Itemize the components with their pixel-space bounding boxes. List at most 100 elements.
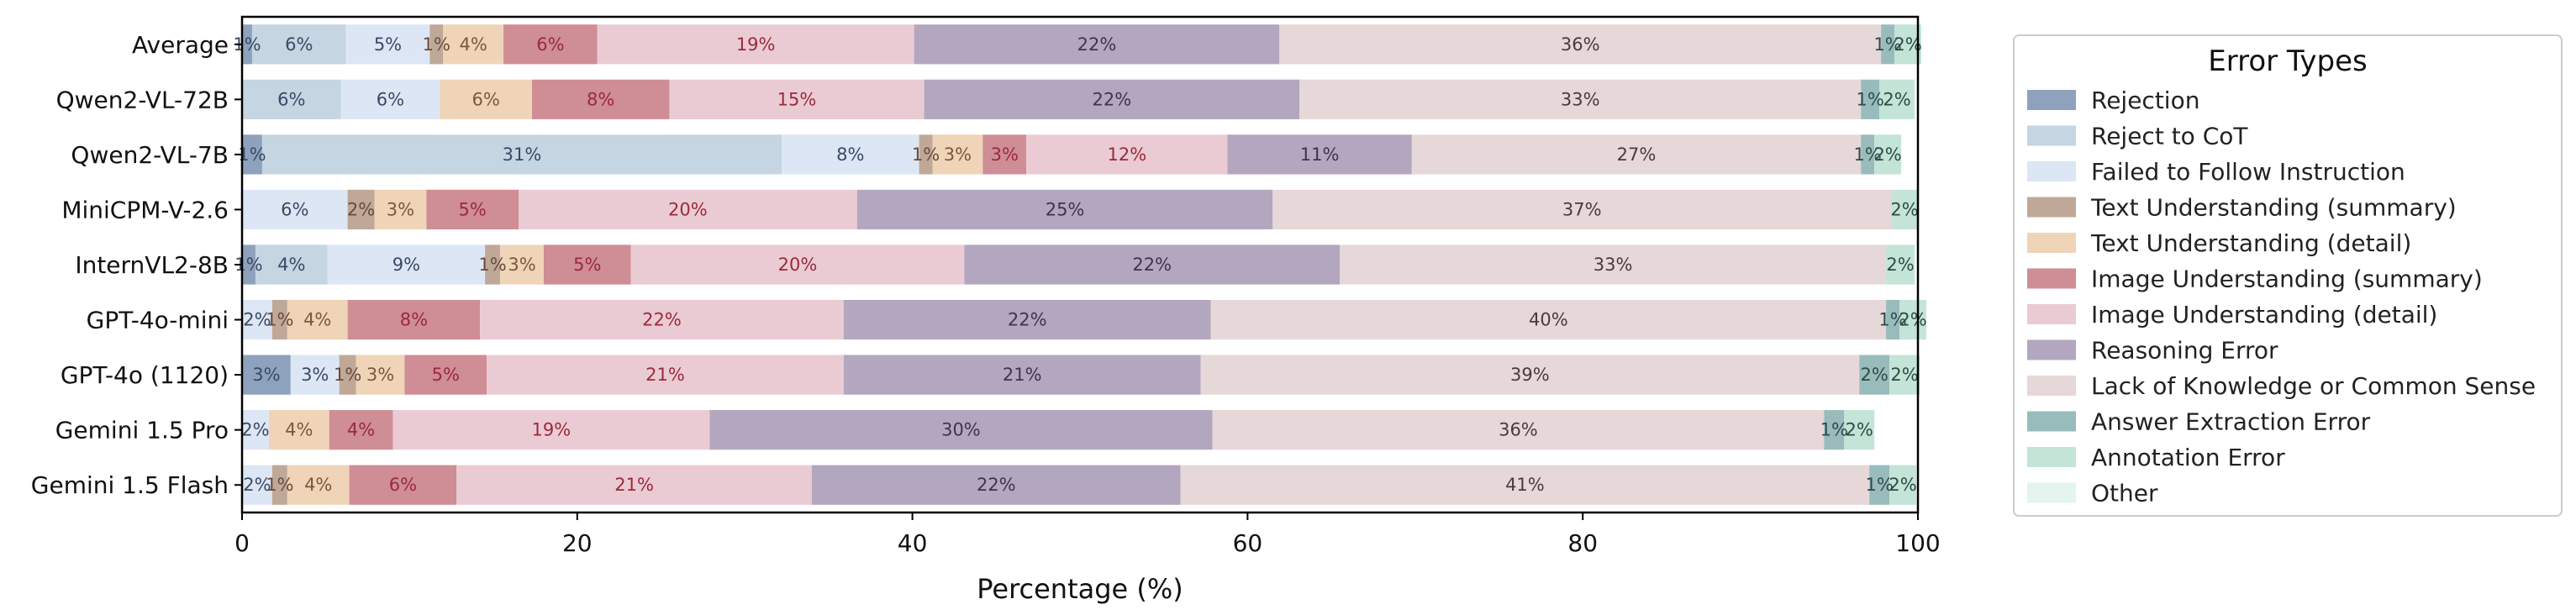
segment-label: 8% (836, 145, 864, 165)
legend-swatch (2027, 161, 2076, 181)
category-label: Gemini 1.5 Flash (31, 471, 229, 499)
segment-label: 1% (1820, 420, 1848, 440)
segment-label: 30% (941, 420, 981, 440)
category-label: Average (132, 31, 229, 59)
segment-label: 25% (1046, 199, 1085, 219)
bar-segment (531, 79, 670, 119)
segment-label: 2% (1883, 89, 1910, 109)
segment-label: 2% (1889, 475, 1916, 495)
segment-label: 12% (1107, 145, 1146, 165)
bar-segment (242, 355, 291, 395)
segment-label: 8% (587, 89, 614, 109)
bar-segment (271, 465, 287, 505)
segment-label: 33% (1561, 89, 1600, 109)
bar-segment (1844, 410, 1875, 450)
bar-segment (374, 189, 427, 230)
x-tick-label: 20 (562, 529, 593, 557)
segment-label: 22% (1132, 255, 1172, 275)
bar-segment (1227, 134, 1412, 175)
bar-segment (669, 79, 925, 119)
bar-segment (914, 24, 1280, 65)
segment-label: 1% (1865, 475, 1893, 495)
bar-segment (1879, 79, 1915, 119)
bar-segment (404, 355, 487, 395)
legend-label: Failed to Follow Instruction (2091, 158, 2405, 186)
bar-segment (1200, 355, 1860, 395)
segment-label: 6% (389, 475, 417, 495)
bar-segment (1299, 79, 1862, 119)
bar-segment (1886, 244, 1915, 285)
legend-box (2013, 34, 2563, 517)
segment-label: 8% (400, 310, 428, 330)
segment-label: 4% (277, 255, 305, 275)
bar-segment (440, 79, 532, 119)
bar-segment (1026, 134, 1228, 175)
bar-segment (1180, 465, 1870, 505)
segment-label: 33% (1594, 255, 1633, 275)
legend-label: Lack of Knowledge or Common Sense (2091, 372, 2536, 400)
legend-swatch (2027, 268, 2076, 289)
bar-segment (924, 79, 1300, 119)
segment-label: 15% (777, 89, 817, 109)
segment-label: 1% (1854, 145, 1882, 165)
segment-label: 2% (1890, 199, 1918, 219)
bar-segment (487, 355, 844, 395)
bar-segment (242, 465, 272, 505)
bar-segment (268, 410, 329, 450)
bar-segment (964, 244, 1341, 285)
bar-segment (290, 355, 340, 395)
bar-segment (1889, 355, 1920, 395)
legend-label: Reasoning Error (2091, 337, 2278, 365)
segment-label: 22% (977, 475, 1016, 495)
bar-segment (1899, 299, 1926, 340)
segment-label: 2% (347, 199, 375, 219)
bar-segment (1859, 355, 1890, 395)
bar-segment (456, 465, 812, 505)
segment-label: 4% (304, 475, 332, 495)
segment-label: 2% (243, 475, 271, 495)
bar-segment (340, 79, 440, 119)
category-label: GPT-4o (1120) (61, 361, 229, 389)
legend-swatch (2027, 482, 2076, 503)
segment-label: 27% (1617, 145, 1657, 165)
segment-label: 3% (944, 145, 972, 165)
bar-segment (1891, 189, 1918, 230)
bar-segment (347, 299, 481, 340)
bar-segment (287, 299, 348, 340)
bar-segment (982, 134, 1027, 175)
segment-label: 40% (1529, 310, 1568, 330)
segment-label: 19% (532, 420, 572, 440)
bar-segment (392, 410, 710, 450)
segment-label: 22% (1008, 310, 1047, 330)
segment-label: 5% (374, 34, 402, 55)
segment-label: 6% (471, 89, 499, 109)
category-label: MiniCPM-V-2.6 (61, 196, 229, 223)
x-axis: 0 20 40 60 80 100 (234, 512, 1941, 557)
bar-segment (597, 24, 914, 65)
bar-segment (1411, 134, 1862, 175)
segment-label: 1% (266, 475, 293, 495)
segment-label: 2% (1890, 365, 1918, 385)
bar-segment (1279, 24, 1882, 65)
legend-swatch (2027, 304, 2076, 324)
legend-label: Other (2091, 480, 2158, 507)
segment-label: 4% (460, 34, 487, 55)
segment-label: 5% (573, 255, 601, 275)
bar-segment (519, 189, 857, 230)
legend-swatch (2027, 376, 2076, 396)
x-tick-label: 100 (1895, 529, 1940, 557)
bar-segment (242, 24, 252, 65)
x-tick-label: 60 (1233, 529, 1263, 557)
segment-label: 36% (1499, 420, 1538, 440)
bar-segment (242, 189, 348, 230)
legend-title: Error Types (2208, 45, 2368, 78)
bar-segment (1212, 410, 1825, 450)
segment-label: 22% (642, 310, 682, 330)
segment-label: 11% (1300, 145, 1340, 165)
legend-label: Text Understanding (summary) (2090, 194, 2457, 222)
bar-segment (242, 410, 269, 450)
bar-segment (426, 189, 519, 230)
category-label: GPT-4o-mini (87, 307, 229, 334)
y-axis: Average Qwen2-VL-72B Qwen2-VL-7B MiniCPM-V-… (31, 31, 242, 499)
